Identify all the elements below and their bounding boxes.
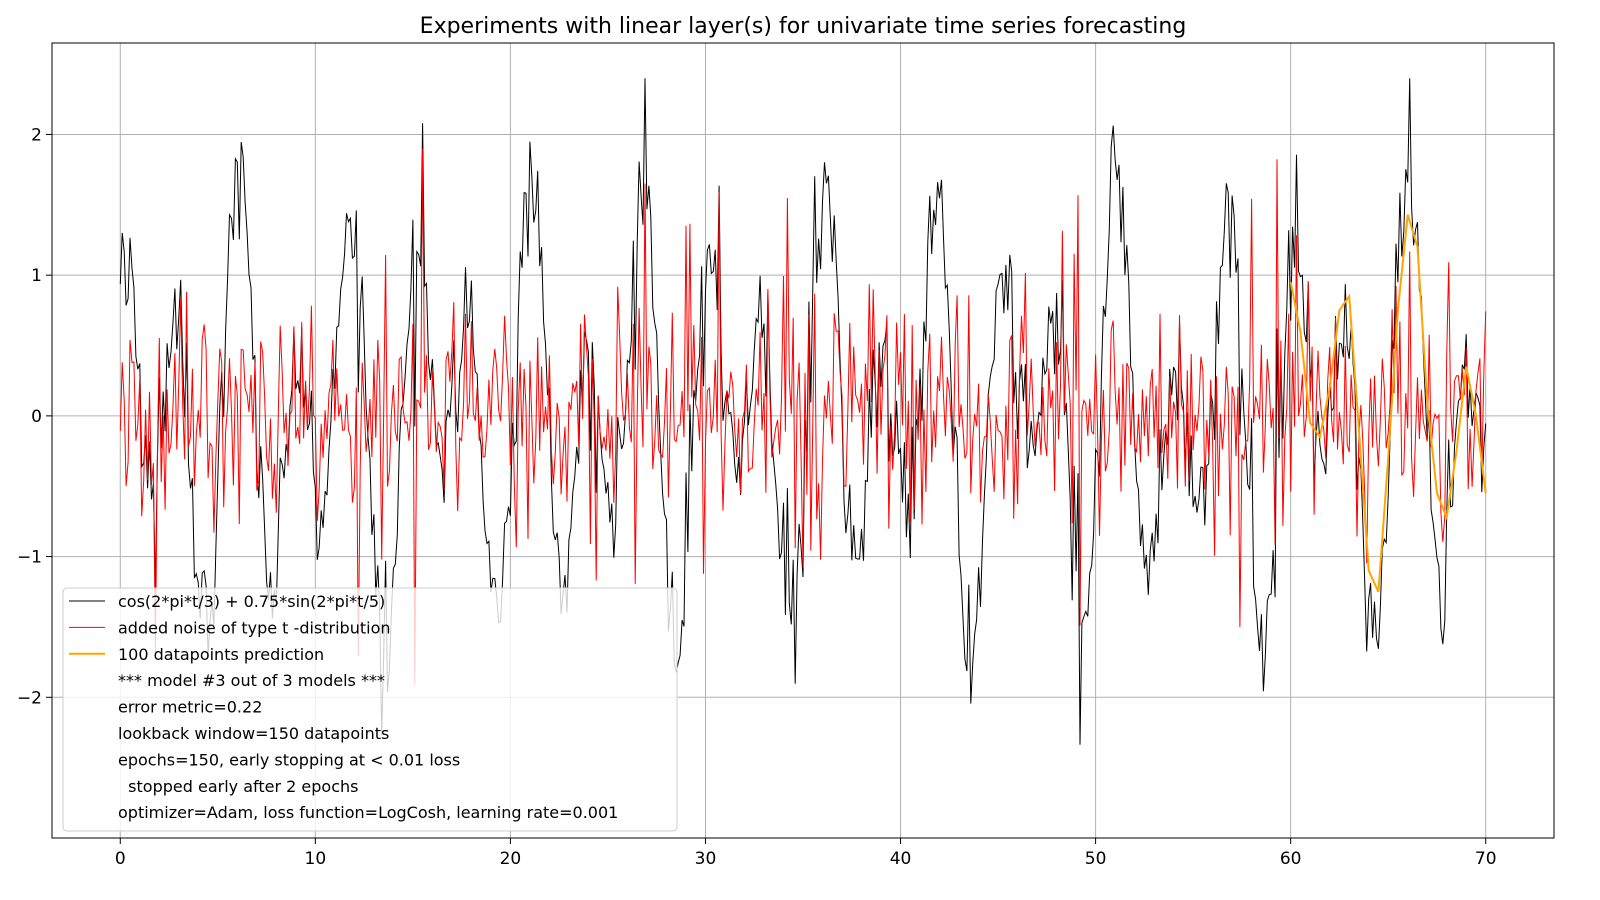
legend-label: 100 datapoints prediction [118,645,324,664]
y-tick-label: 0 [31,407,42,427]
chart-title: Experiments with linear layer(s) for uni… [420,14,1187,39]
x-tick-label: 60 [1280,849,1302,869]
legend-label: error metric=0.22 [118,698,262,717]
ticks: 0 10 20 30 40 50 60 70 −2 −1 0 1 2 [17,125,1497,869]
x-tick-label: 50 [1085,849,1107,869]
legend-label: lookback window=150 datapoints [118,724,389,743]
legend-label: stopped early after 2 epochs [118,777,358,796]
series-line-noise [119,148,1487,686]
y-tick-label: 2 [31,125,42,145]
y-tick-label: −2 [17,688,42,708]
plot-frame [51,42,1555,839]
legend-label: cos(2*pi*t/3) + 0.75*sin(2*pi*t/5) [118,592,385,611]
y-tick-label: 1 [31,266,42,286]
x-tick-label: 20 [500,849,522,869]
x-tick-label: 0 [115,849,126,869]
x-tick-label: 10 [305,849,327,869]
legend-label: added noise of type t -distribution [118,618,391,637]
y-tick-label: −1 [17,548,42,568]
x-tick-label: 40 [890,849,912,869]
legend-box [62,587,678,832]
grid [52,43,1554,838]
legend-label: epochs=150, early stopping at < 0.01 los… [118,750,460,769]
x-tick-label: 70 [1475,849,1497,869]
legend-label: optimizer=Adam, loss function=LogCosh, l… [118,803,618,822]
series-line-signal [119,78,1487,745]
x-tick-label: 30 [695,849,717,869]
legend: cos(2*pi*t/3) + 0.75*sin(2*pi*t/5) added … [62,587,678,832]
series-line-prediction [1289,214,1487,593]
series-layer [119,78,1487,745]
legend-label: *** model #3 out of 3 models *** [118,671,385,690]
